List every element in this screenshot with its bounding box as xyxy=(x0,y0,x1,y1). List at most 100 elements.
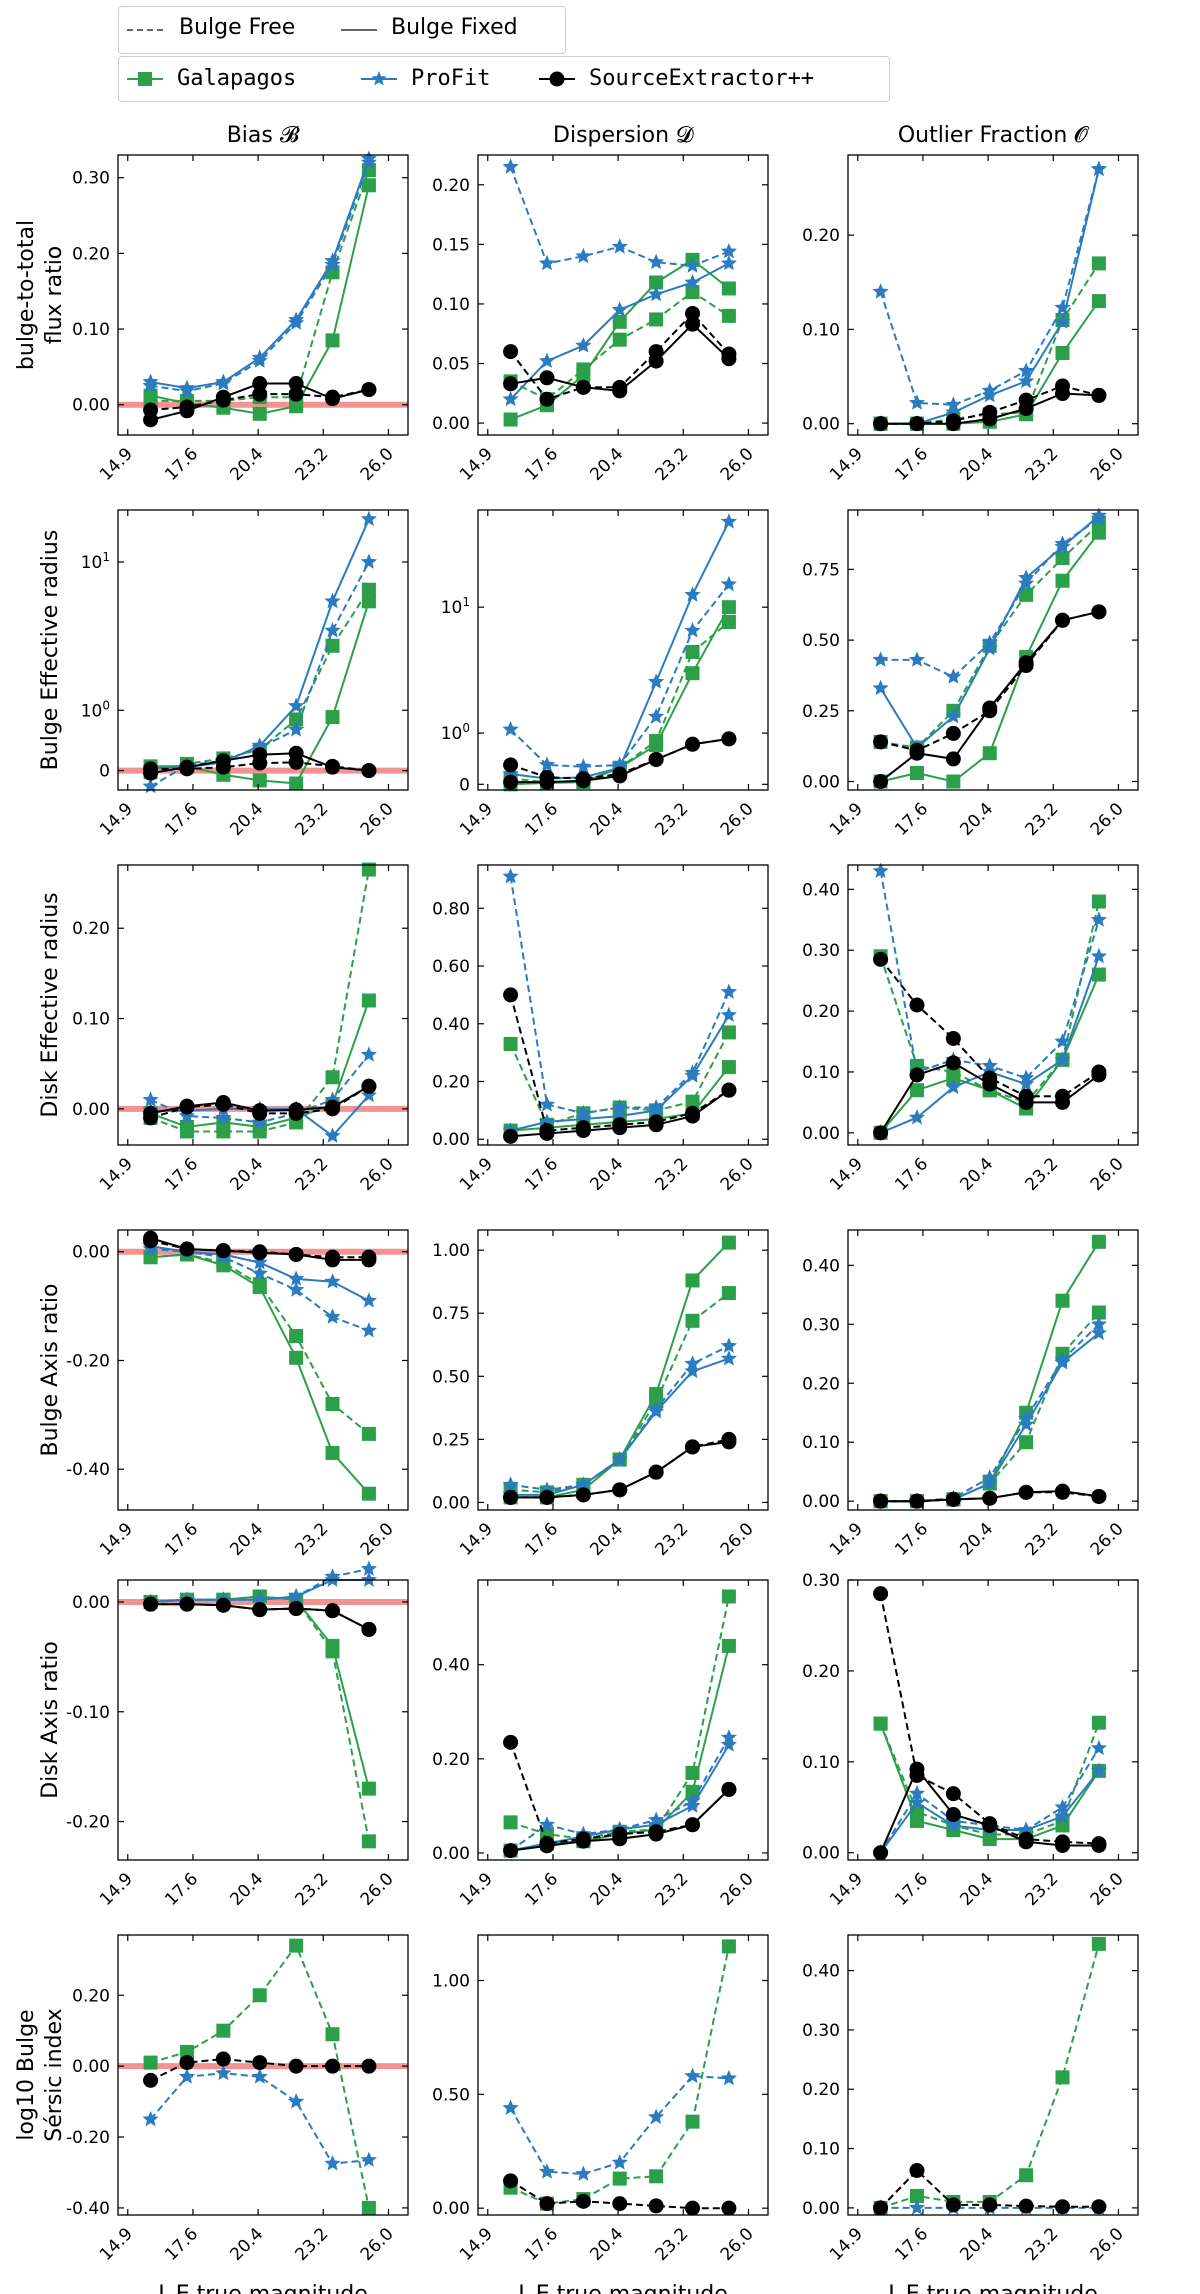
x-tick-label: 23.2 xyxy=(652,2224,693,2265)
chart-panel: 0.20 0.00 -0.20 -0.40 14.9 17.6 20.4 23.2 26.0 I_… xyxy=(66,1934,409,2294)
x-tick-label: 14.9 xyxy=(456,1519,497,1560)
data-point xyxy=(215,2051,231,2067)
x-tick-label: 23.2 xyxy=(652,799,693,840)
x-tick-label: 14.9 xyxy=(826,799,867,840)
data-point xyxy=(873,774,889,790)
data-point xyxy=(612,2196,628,2212)
data-point xyxy=(360,2151,377,2167)
x-tick-label: 14.9 xyxy=(96,2224,137,2265)
data-point xyxy=(288,1588,305,1604)
data-point xyxy=(721,281,736,296)
x-tick-label: 17.6 xyxy=(521,799,562,840)
x-tick-label: 23.2 xyxy=(292,1869,333,1910)
legend-line-styles: Bulge Free Bulge Fixed xyxy=(118,6,566,54)
x-tick-label: 20.4 xyxy=(956,2224,997,2265)
data-point xyxy=(982,1076,998,1092)
x-tick-label: 20.4 xyxy=(586,799,627,840)
data-point xyxy=(361,1486,376,1501)
axes-frame xyxy=(477,1934,769,2216)
y-tick-label: 0.60 xyxy=(432,957,470,977)
data-point xyxy=(325,391,341,407)
data-point xyxy=(908,394,926,410)
data-point xyxy=(538,1096,556,1112)
data-point xyxy=(1055,551,1070,566)
x-tick-label: 14.9 xyxy=(456,2224,497,2265)
data-point xyxy=(1091,1234,1106,1249)
data-point xyxy=(179,1241,195,1257)
data-point xyxy=(325,1603,341,1619)
data-point xyxy=(1054,1807,1071,1824)
data-point xyxy=(1055,386,1071,402)
data-point xyxy=(685,2200,701,2216)
data-point xyxy=(1054,538,1071,554)
chart-panel: 0 100 101 14.9 17.6 20.4 23.2 26.0 xyxy=(81,509,409,840)
y-tick-label: -0.10 xyxy=(66,1703,110,1723)
data-point xyxy=(252,773,267,788)
y-tick-label: 0.40 xyxy=(432,1656,470,1676)
axes-frame xyxy=(477,1229,769,1511)
data-point xyxy=(503,757,519,773)
data-point xyxy=(909,1493,925,1509)
data-point xyxy=(1054,1033,1071,1049)
data-point xyxy=(361,1781,376,1796)
data-point xyxy=(720,575,737,592)
row-label-line: Bulge Effective radius xyxy=(38,530,63,771)
data-point xyxy=(289,399,304,414)
y-tick-label: 0.10 xyxy=(802,1063,840,1083)
data-point xyxy=(945,751,961,767)
x-tick-label: 14.9 xyxy=(96,1519,137,1560)
legend-bulge-free: Bulge Free xyxy=(179,15,296,40)
data-point xyxy=(252,386,268,402)
x-tick-label: 23.2 xyxy=(292,1519,333,1560)
row-label-line: flux ratio xyxy=(42,246,67,345)
row-label-line: Bulge Axis ratio xyxy=(38,1283,63,1456)
data-point xyxy=(684,622,701,638)
data-point xyxy=(251,1265,268,1281)
data-point xyxy=(684,274,701,290)
data-point xyxy=(251,349,268,365)
y-tick-label: 0.30 xyxy=(72,169,110,189)
data-point xyxy=(361,763,377,779)
x-tick-label: 20.4 xyxy=(226,2224,267,2265)
data-point xyxy=(721,600,736,615)
y-tick-label: 0.40 xyxy=(802,1962,840,1982)
data-point xyxy=(503,1815,518,1830)
data-point xyxy=(982,411,998,427)
data-point xyxy=(648,1826,664,1842)
axes-frame xyxy=(847,1934,1139,2216)
data-point xyxy=(945,1786,961,1802)
axes-frame xyxy=(847,509,1139,791)
row-label: bulge-to-total flux ratio xyxy=(14,220,67,370)
data-point xyxy=(1055,2199,1071,2215)
data-point xyxy=(503,1489,519,1505)
y-tick-label: -0.20 xyxy=(66,1813,110,1833)
data-point xyxy=(288,2093,305,2109)
row-label: Bulge Axis ratio xyxy=(38,1283,63,1456)
x-tick-label: 23.2 xyxy=(292,1154,333,1195)
x-tick-label: 20.4 xyxy=(956,1869,997,1910)
data-point xyxy=(179,1596,195,1612)
data-point xyxy=(539,774,555,790)
data-point xyxy=(539,370,555,386)
data-point xyxy=(1055,1293,1070,1308)
data-point xyxy=(945,1078,962,1095)
y-tick-label: 0.20 xyxy=(72,919,110,939)
x-tick-label: 20.4 xyxy=(226,1869,267,1910)
data-point xyxy=(648,2108,665,2124)
data-point xyxy=(909,766,924,781)
data-point xyxy=(142,373,159,389)
data-point xyxy=(908,651,926,667)
data-point xyxy=(981,1475,998,1491)
data-point xyxy=(612,2171,627,2186)
chart-panel: 0.00 0.10 0.20 14.9 17.6 20.4 23.2 26.0 xyxy=(802,154,1139,485)
chart-panel: 0.00 0.05 0.10 0.15 0.20 14.9 17.6 20.4 23.2 26.0 xyxy=(432,154,769,485)
star-marker-icon xyxy=(371,71,387,86)
y-tick-label: 0.10 xyxy=(72,1010,110,1030)
data-point xyxy=(684,1067,701,1083)
chart-panel: 0.00 0.10 0.20 0.30 14.9 17.6 20.4 23.2 26.0 xyxy=(802,1571,1139,1910)
y-tick-label: 100 xyxy=(441,721,470,744)
data-point xyxy=(325,333,340,348)
chart-panel: 0.00 0.10 0.20 0.30 0.40 14.9 17.6 20.4 23.2 26.0… xyxy=(802,1934,1139,2294)
series-line xyxy=(509,166,730,267)
data-point xyxy=(721,1235,736,1250)
